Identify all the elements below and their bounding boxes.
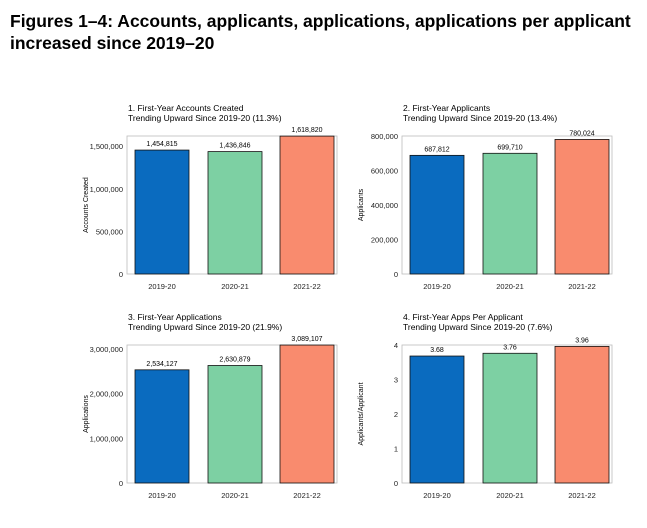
y-axis-label: Applicants — [358, 188, 365, 221]
chart-subtitle: Trending Upward Since 2019-20 (13.4%) — [403, 113, 557, 123]
y-tick-label: 1,000,000 — [90, 434, 123, 443]
y-tick-label: 0 — [394, 479, 398, 488]
chart-apps-per-applicant: 4. First-Year Apps Per Applicant Trending… — [355, 311, 620, 509]
x-tick-label: 2021-22 — [568, 491, 596, 500]
y-tick-label: 2,000,000 — [90, 390, 123, 399]
bar-2020-21 — [207, 365, 263, 484]
chart-title: 1. First-Year Accounts Created — [128, 103, 244, 113]
y-tick-label: 0 — [394, 270, 398, 279]
bar-2019-20 — [134, 149, 190, 275]
data-label: 2,630,879 — [219, 357, 250, 364]
y-tick-label: 1,500,000 — [90, 142, 123, 151]
y-tick-label: 4 — [394, 341, 398, 350]
data-label: 3.76 — [503, 344, 517, 351]
y-tick-label: 200,000 — [371, 236, 398, 245]
y-tick-label: 2 — [394, 410, 398, 419]
x-tick-label: 2019-20 — [423, 282, 451, 291]
x-tick-label: 2019-20 — [423, 491, 451, 500]
page-title: Figures 1–4: Accounts, applicants, appli… — [10, 11, 631, 53]
chart-title: 2. First-Year Applicants — [403, 103, 490, 113]
bar-2021-22 — [554, 345, 610, 484]
data-label: 3.96 — [575, 337, 589, 344]
y-tick-label: 0 — [119, 270, 123, 279]
data-label: 699,710 — [497, 144, 522, 151]
chart-applications: 3. First-Year Applications Trending Upwar… — [80, 311, 345, 509]
x-tick-label: 2021-22 — [568, 282, 596, 291]
x-tick-label: 2021-22 — [293, 491, 321, 500]
bar-2019-20 — [409, 355, 465, 484]
chart-subtitle: Trending Upward Since 2019-20 (11.3%) — [128, 113, 282, 123]
bar-2020-21 — [482, 352, 538, 484]
y-axis-label: Applicants/Applicant — [358, 382, 365, 445]
bar-2019-20 — [134, 369, 190, 484]
data-label: 1,436,846 — [219, 143, 250, 150]
chart-subtitle: Trending Upward Since 2019-20 (7.6%) — [403, 322, 553, 332]
chart-applicants: 2. First-Year Applicants Trending Upward … — [355, 102, 620, 300]
x-tick-label: 2021-22 — [293, 282, 321, 291]
x-tick-label: 2020-21 — [496, 282, 524, 291]
chart-accounts-created: 1. First-Year Accounts Created Trending U… — [80, 102, 345, 300]
data-label: 780,024 — [569, 130, 594, 137]
chart-title: 4. First-Year Apps Per Applicant — [403, 312, 523, 322]
y-tick-label: 500,000 — [96, 227, 123, 236]
bar-2020-21 — [482, 152, 538, 275]
data-label: 3.68 — [430, 347, 444, 354]
y-tick-label: 3,000,000 — [90, 345, 123, 354]
chart-svg: 4. First-Year Apps Per ApplicantTrending… — [358, 312, 613, 500]
chart-subtitle: Trending Upward Since 2019-20 (21.9%) — [128, 322, 282, 332]
y-tick-label: 3 — [394, 376, 398, 385]
chart-title: 3. First-Year Applications — [128, 312, 222, 322]
y-tick-label: 600,000 — [371, 167, 398, 176]
y-tick-label: 0 — [119, 479, 123, 488]
y-tick-label: 1,000,000 — [90, 185, 123, 194]
data-label: 687,812 — [424, 146, 449, 153]
bar-2019-20 — [409, 154, 465, 275]
data-label: 2,534,127 — [146, 361, 177, 368]
bar-2021-22 — [279, 135, 335, 275]
y-tick-label: 800,000 — [371, 132, 398, 141]
data-label: 3,089,107 — [291, 336, 322, 343]
x-tick-label: 2019-20 — [148, 282, 176, 291]
y-tick-label: 1 — [394, 445, 398, 454]
x-tick-label: 2019-20 — [148, 491, 176, 500]
x-tick-label: 2020-21 — [496, 491, 524, 500]
x-tick-label: 2020-21 — [221, 491, 249, 500]
x-tick-label: 2020-21 — [221, 282, 249, 291]
bar-2020-21 — [207, 151, 263, 275]
y-axis-label: Accounts Created — [83, 177, 90, 233]
bar-2021-22 — [279, 344, 335, 484]
bar-2021-22 — [554, 139, 610, 275]
y-axis-label: Applications — [83, 395, 90, 433]
y-tick-label: 400,000 — [371, 201, 398, 210]
data-label: 1,618,820 — [291, 127, 322, 134]
data-label: 1,454,815 — [146, 141, 177, 148]
